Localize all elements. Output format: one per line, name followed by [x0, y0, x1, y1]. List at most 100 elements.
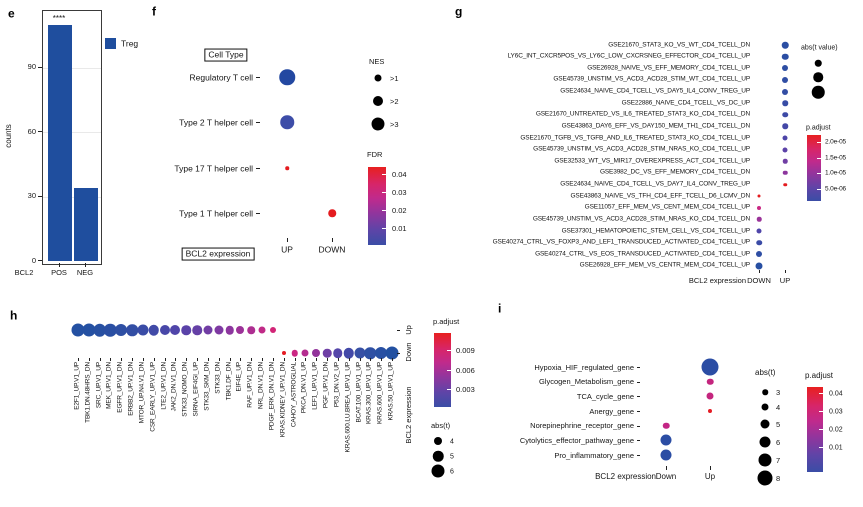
y-axis-title: Cell Type [204, 48, 248, 62]
size-legend-dot [432, 450, 444, 462]
row-tick [397, 330, 400, 331]
y-tick-label: 60 [27, 126, 36, 136]
x-axis-title: BCL2 expression [688, 276, 746, 286]
col-label: DOWN [747, 276, 771, 286]
row-label: Anergy_gene [589, 406, 634, 416]
colorbar-title: p.adjust [433, 317, 460, 327]
panel-letter: f [152, 4, 156, 19]
category-tick [381, 358, 383, 361]
legend-label: Treg [121, 38, 139, 49]
data-dot [312, 349, 321, 357]
category-tick [218, 358, 220, 361]
col-label: UP [779, 276, 791, 286]
panel-letter: i [498, 301, 502, 316]
size-legend-dot [762, 389, 768, 395]
data-dot [782, 100, 788, 106]
size-legend-title: abs(t) [431, 421, 451, 431]
size-legend-dot [761, 403, 769, 411]
data-dot [708, 409, 712, 413]
data-dot [364, 347, 377, 359]
row-label: GSE43863_DAY6_EFF_VS_DAY150_MEM_TH1_CD4_… [561, 122, 751, 130]
plot-area [42, 10, 102, 265]
category-tick [283, 358, 285, 361]
x-axis-title: BCL2 [14, 268, 34, 278]
category-tick [88, 358, 90, 361]
row-label: Glycogen_Metabolism_gene [538, 377, 634, 387]
gridline [43, 196, 101, 198]
row-tick [256, 122, 260, 123]
row-label: GSE40274_CTRL_VS_EOS_TRANSDUCED_ACTIVATE… [535, 250, 750, 258]
data-dot [104, 323, 117, 337]
row-tick [256, 213, 260, 214]
row-label: Pro_inflammatory_gene [554, 450, 634, 460]
row-tick [637, 455, 640, 457]
panel-letter: h [10, 308, 18, 323]
significance-stars: **** [52, 13, 66, 23]
colorbar-tick [382, 192, 386, 193]
colorbar-label: 5.0e-06 [825, 185, 846, 193]
row-label: GSE11057_EFF_MEM_VS_CENT_MEM_CD4_TCELL_U… [584, 203, 750, 211]
col-label: Down [655, 471, 677, 481]
row-label: TCA_cycle_gene [576, 391, 634, 401]
colorbar-tick [817, 173, 821, 174]
size-legend-label: 5 [776, 419, 781, 429]
row-tick [637, 367, 640, 368]
data-dot [375, 347, 388, 359]
category-tick [337, 358, 339, 361]
colorbar-title: FDR [367, 150, 383, 160]
data-dot [706, 378, 714, 385]
colorbar-label: 0.01 [392, 223, 407, 233]
x-tick [59, 263, 60, 267]
colorbar-tick [447, 389, 451, 390]
colorbar-label: 0.04 [392, 169, 407, 179]
y-tick [38, 66, 42, 68]
data-dot [333, 348, 343, 358]
data-dot [782, 76, 788, 83]
row-tick [637, 396, 640, 398]
colorbar-label: 2.0e-05 [825, 138, 846, 146]
data-dot [782, 170, 788, 176]
colorbar-label: 0.006 [456, 365, 475, 375]
row-tick [637, 411, 640, 412]
colorbar [434, 333, 451, 407]
row-label: GSE26928_EFF_MEM_VS_CENTR_MEM_CD4_TCELL_… [579, 262, 751, 270]
row-label: Type 17 T helper cell [174, 163, 253, 174]
category-tick [262, 358, 264, 361]
data-dot [71, 323, 85, 337]
row-label: GSE45739_UNSTIM_VS_ACD3_ACD28_STIM_NRAS_… [532, 215, 750, 223]
size-legend-title: NES [369, 57, 385, 67]
panel-letter: e [8, 6, 15, 21]
category-tick [229, 358, 231, 361]
data-dot [192, 325, 202, 335]
data-dot [115, 324, 128, 336]
colorbar-tick [817, 142, 821, 143]
data-dot [354, 347, 366, 359]
col-tick [287, 238, 288, 242]
data-dot [247, 326, 256, 334]
size-legend-dot [758, 453, 772, 467]
col-label: UP [281, 244, 293, 255]
data-dot [782, 123, 788, 130]
category-tick [272, 358, 274, 361]
data-dot [280, 115, 294, 129]
y-tick-label: 30 [27, 191, 36, 201]
row-label: Norepinephrine_receptor_gene [530, 421, 634, 431]
col-tick [710, 466, 711, 470]
size-legend-dot [814, 59, 822, 67]
category-tick [392, 358, 394, 361]
data-dot [756, 228, 762, 234]
panel-letter: g [455, 4, 463, 19]
size-legend-label: >3 [390, 119, 399, 129]
colorbar-tick [382, 210, 386, 211]
colorbar [368, 167, 386, 245]
data-dot [285, 166, 289, 170]
category-tick [121, 358, 123, 361]
bar-pos [48, 24, 72, 261]
row-label: GSE22886_NAIVE_CD4_TCELL_VS_DC_UP [621, 99, 751, 107]
category-tick [164, 358, 166, 361]
row-label: GSE24634_NAIVE_CD4_TCELL_VS_DAY5_IL4_CON… [560, 87, 750, 95]
colorbar-tick [447, 370, 451, 371]
